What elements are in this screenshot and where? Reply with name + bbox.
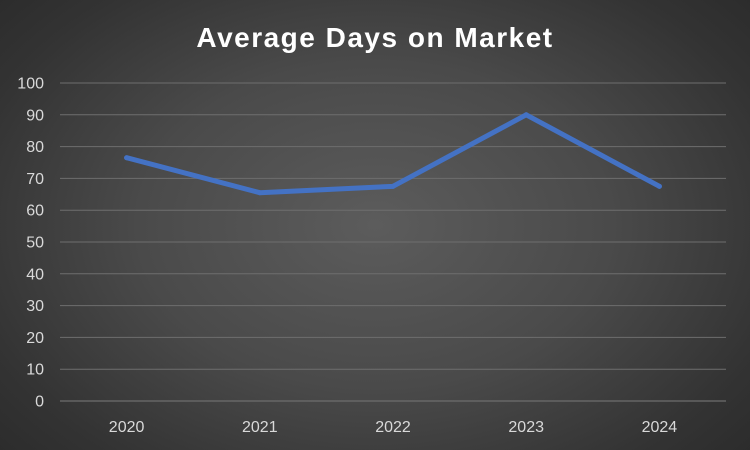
x-tick-label: 2023 [508,419,544,436]
y-tick-label: 20 [26,330,44,347]
y-tick-label: 30 [26,298,44,315]
x-axis-tick-labels: 2020 2021 2022 2023 2024 [109,419,677,436]
series-line [124,112,662,196]
y-tick-label: 40 [26,266,44,283]
data-point [257,190,263,196]
series-lines [124,112,662,196]
x-tick-label: 2024 [642,419,678,436]
x-tick-label: 2022 [375,419,411,436]
y-tick-label: 10 [26,362,44,379]
data-point [390,183,396,189]
chart-title: Average Days on Market [196,22,554,53]
y-tick-label: 90 [26,107,44,124]
y-tick-label: 70 [26,171,44,188]
data-point [124,155,130,161]
x-tick-label: 2020 [109,419,145,436]
y-tick-label: 60 [26,203,44,220]
y-tick-label: 80 [26,139,44,156]
data-point [523,112,529,118]
x-tick-label: 2021 [242,419,278,436]
y-tick-label: 0 [35,394,44,411]
y-tick-label: 50 [26,235,44,252]
data-point [656,183,662,189]
y-tick-label: 100 [17,76,44,93]
gridlines [60,82,726,402]
y-axis-tick-labels: 0 10 20 30 40 50 60 70 80 90 100 [17,76,44,411]
